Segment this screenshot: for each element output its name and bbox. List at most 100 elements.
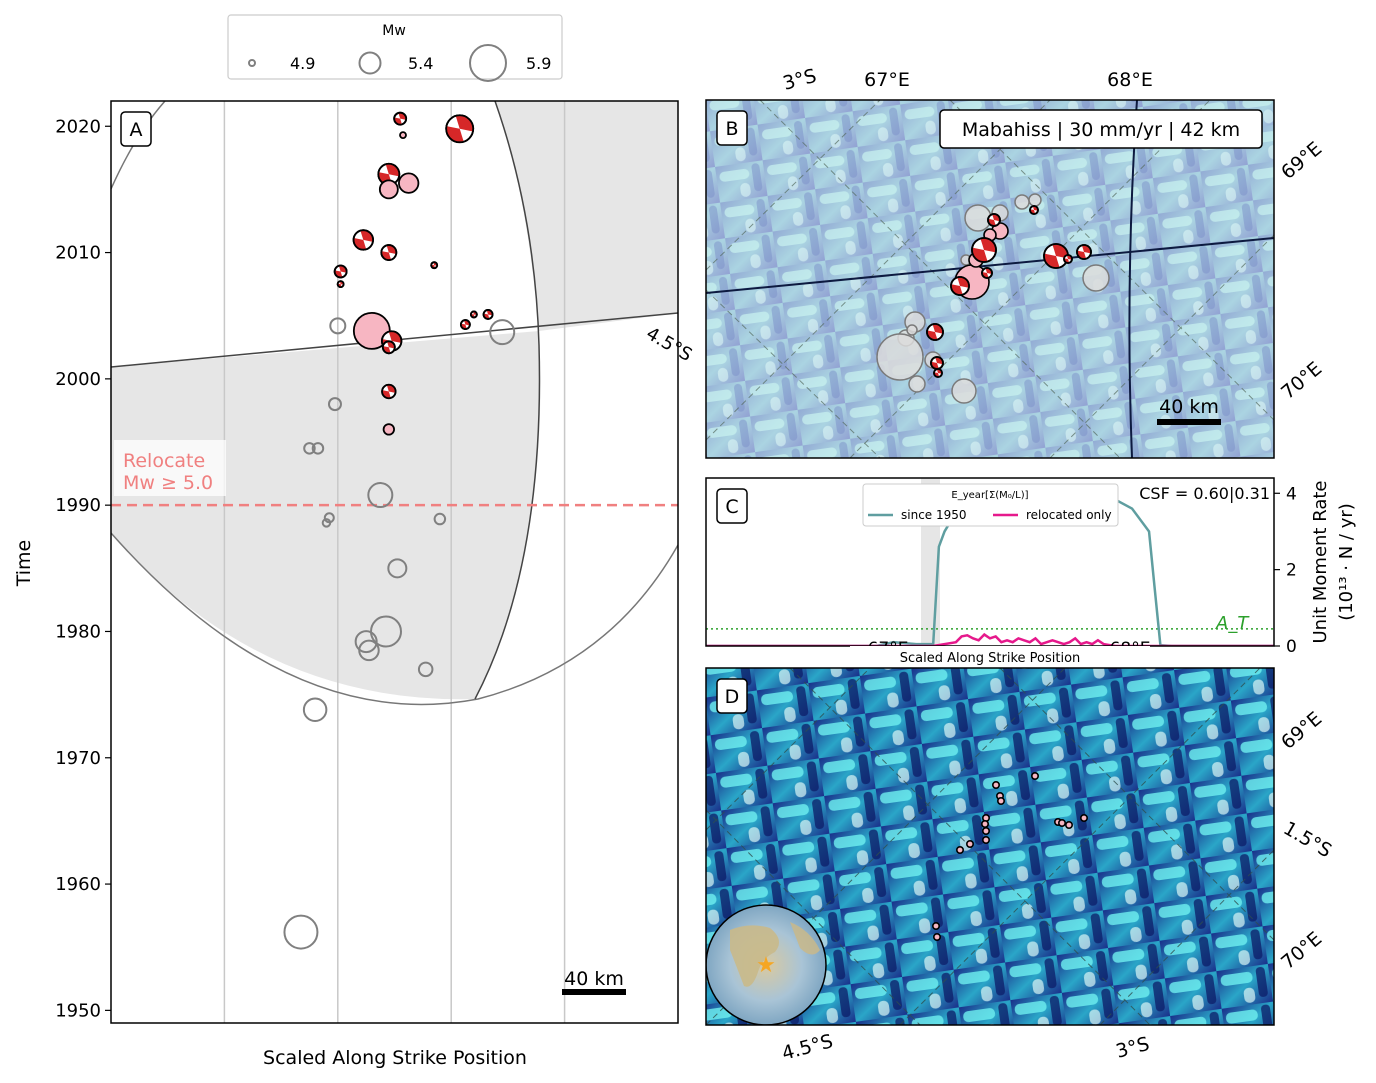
legend-size-marker xyxy=(469,44,507,82)
map-event-mechanism xyxy=(930,356,944,370)
panel-a-ylabel: Time xyxy=(13,540,35,588)
panel-b: 40 km Mabahiss | 30 mm/yr | 42 km B 3°S … xyxy=(705,65,1326,459)
legend-label-relocated-only: relocated only xyxy=(1026,508,1112,522)
panel-b-title: Mabahiss | 30 mm/yr | 42 km xyxy=(962,119,1240,141)
relocated-event-mechanism xyxy=(333,264,348,279)
map-d-event xyxy=(981,827,990,836)
map-unrelocated-event xyxy=(1028,193,1042,207)
map-d-event xyxy=(955,846,964,855)
panel-b-top-label-3: 68°E xyxy=(1107,69,1153,91)
relocated-event-mechanism xyxy=(482,309,494,320)
map-event-mechanism xyxy=(981,267,993,279)
relocated-event-mechanism xyxy=(445,114,475,144)
panel-b-top-label-1: 3°S xyxy=(781,65,819,95)
map-event-mechanism xyxy=(1029,205,1039,215)
panel-b-letter-box xyxy=(716,110,748,146)
relocated-event-mechanism xyxy=(381,340,396,355)
unrelocated-event xyxy=(387,558,408,579)
mw-legend: Mw 4.9 5.4 5.9 xyxy=(227,14,563,82)
panel-d-bottom-label-2: 3°S xyxy=(1114,1033,1152,1063)
panel-b-scalebar xyxy=(1157,419,1221,425)
relocate-label-line2: Mw ≥ 5.0 xyxy=(123,472,213,494)
unrelocated-event xyxy=(303,442,316,455)
inset-globe-land xyxy=(730,925,779,987)
relocated-event xyxy=(382,423,395,436)
panel-a-lat-label: 4.5°S xyxy=(643,323,696,366)
y-tick-label: 2000 xyxy=(55,369,101,390)
relocate-label-bg xyxy=(114,440,226,496)
legend-label-since-1950: since 1950 xyxy=(901,508,967,522)
panel-a-arc-outer xyxy=(111,532,678,706)
map-d-event xyxy=(980,820,989,829)
panel-d-frame xyxy=(705,667,1275,1026)
map-d-event xyxy=(991,781,1000,790)
relocated-event-mechanism xyxy=(336,280,345,289)
unrelocated-event xyxy=(302,697,328,723)
legend-size-label: 5.9 xyxy=(526,54,551,73)
map-event-mechanism xyxy=(950,276,970,296)
panel-c-letter-box xyxy=(716,488,748,524)
map-event-mechanism xyxy=(933,368,943,378)
c-y-tick-label: 4 xyxy=(1286,484,1297,504)
legend-size-marker xyxy=(358,51,382,75)
c-y-tick-label: 0 xyxy=(1286,637,1297,657)
relocate-label-line1: Relocate xyxy=(123,450,205,472)
legend-size-label: 5.4 xyxy=(408,54,433,73)
panel-a-xlabel: Scaled Along Strike Position xyxy=(263,1047,527,1069)
panel-a-letter: A xyxy=(130,119,143,141)
relocated-event xyxy=(399,131,407,140)
panel-b-plate-boundary-1 xyxy=(706,237,1274,294)
panel-c-threshold-label: A_T xyxy=(1215,613,1250,634)
map-d-event xyxy=(1030,772,1039,781)
map-event-mechanism xyxy=(1076,244,1092,260)
panel-c-legend-title: E_year[Σ(M₀/L)] xyxy=(951,490,1028,501)
unrelocated-event xyxy=(433,512,447,526)
unrelocated-event xyxy=(321,518,332,528)
legend-title: Mw xyxy=(382,23,406,39)
panel-a: Relocate Mw ≥ 5.0 40 km 1950 1960 1970 1980… xyxy=(13,100,696,1069)
map-d-event xyxy=(996,797,1005,806)
unrelocated-event xyxy=(311,442,325,455)
relocated-event-mechanism xyxy=(381,383,397,400)
unrelocated-event xyxy=(367,482,394,509)
map-d-event xyxy=(1064,821,1073,830)
panel-b-scalebar-label: 40 km xyxy=(1159,396,1219,418)
unrelocated-event xyxy=(489,319,516,346)
unrelocated-event xyxy=(358,639,380,662)
panel-b-title-box xyxy=(939,109,1263,149)
panel-d-letter: D xyxy=(725,686,740,708)
map-event-mechanism xyxy=(1063,254,1073,264)
panel-c-csf: CSF = 0.60|0.31 xyxy=(1139,484,1270,503)
relocated-event-mechanism xyxy=(380,244,398,261)
y-tick-label: 1990 xyxy=(55,495,101,516)
relocated-event-mechanism xyxy=(469,310,478,319)
y-tick-label: 1980 xyxy=(55,621,101,642)
map-unrelocated-event xyxy=(1082,264,1110,292)
inset-star-icon: ★ xyxy=(756,953,776,978)
panel-b-top-label-2: 67°E xyxy=(864,69,910,91)
panel-c: A_T E_year[Σ(M₀/L)] since 1950 relocated… xyxy=(705,477,1357,670)
panel-d-right-label-1: 69°E xyxy=(1277,708,1326,754)
map-event-mechanism xyxy=(926,323,944,341)
panel-a-scalebar xyxy=(562,989,626,995)
map-unrelocated-event xyxy=(906,324,918,336)
panel-b-letter: B xyxy=(725,118,738,140)
relocated-event-mechanism xyxy=(459,319,471,330)
relocated-event-mechanism xyxy=(430,261,439,270)
panel-d-letter-box xyxy=(716,678,748,714)
panel-a-letter-box xyxy=(120,111,152,147)
panel-c-ylabel-1: Unit Moment Rate xyxy=(1310,481,1331,644)
y-tick-label: 2020 xyxy=(55,116,101,137)
panel-b-frame xyxy=(705,99,1275,459)
relocated-event xyxy=(398,172,420,194)
unrelocated-event xyxy=(417,661,434,678)
panel-b-right-label-2: 70°E xyxy=(1277,358,1326,404)
map-d-event xyxy=(932,921,941,930)
y-tick-label: 1960 xyxy=(55,874,101,895)
panel-c-legend xyxy=(862,483,1119,527)
unrelocated-event xyxy=(354,630,378,654)
panel-d-right-label-3: 70°E xyxy=(1277,928,1326,974)
y-tick-label: 1970 xyxy=(55,748,101,769)
series-relocated-only-line xyxy=(706,632,1274,646)
panel-a-shade-upper xyxy=(165,101,678,331)
